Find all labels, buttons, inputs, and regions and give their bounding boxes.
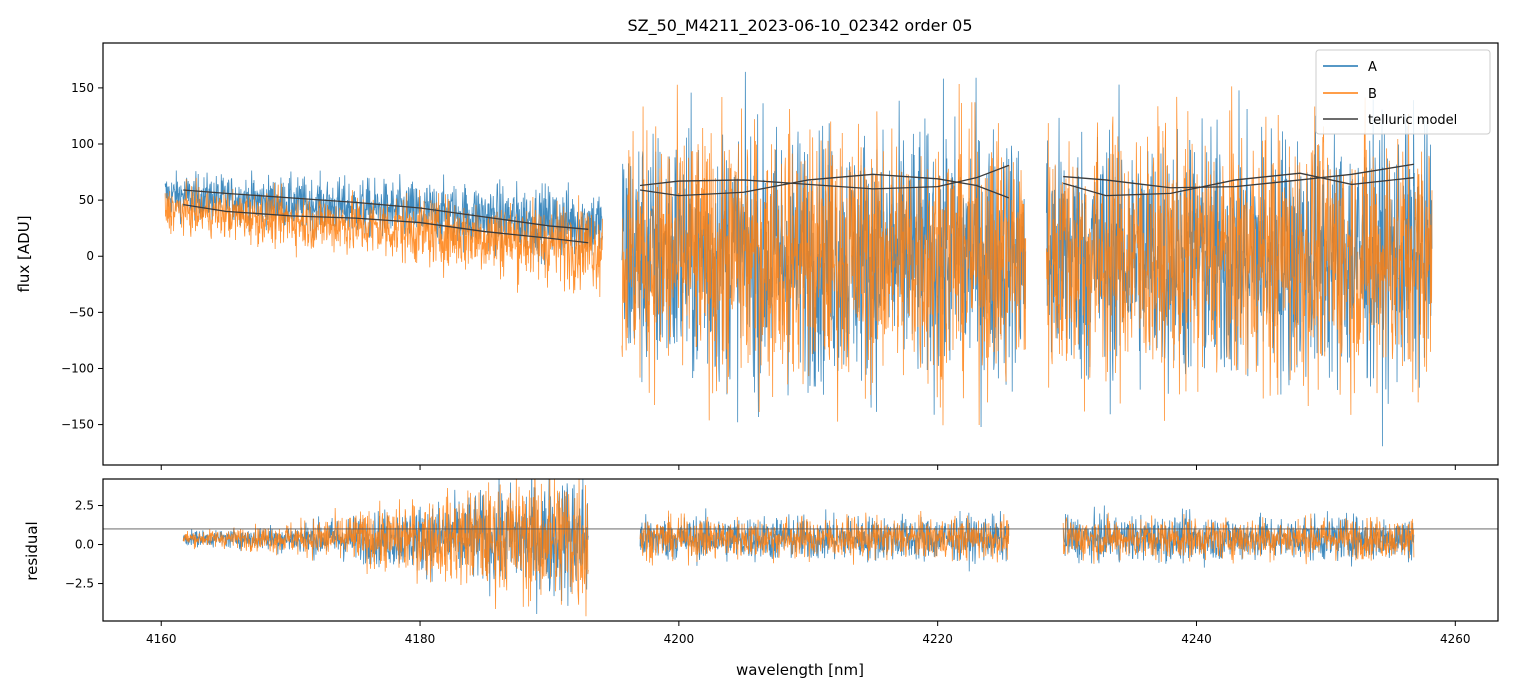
legend-label-telluric: telluric model	[1368, 113, 1457, 128]
telluric-model-curve-4	[1063, 163, 1414, 189]
series-b-segment-1	[621, 84, 1027, 426]
bottom-ytick-label: 0.0	[75, 538, 94, 552]
top-ytick-label: −100	[61, 361, 94, 375]
telluric-model-curve-2	[639, 164, 1010, 190]
bottom-xlabel: wavelength [nm]	[736, 661, 864, 679]
telluric-model-curve-5	[1063, 172, 1414, 197]
top-ytick-label: 50	[79, 193, 94, 207]
top-axes-frame	[102, 42, 1499, 466]
telluric-model-curve-0	[183, 189, 589, 230]
legend-label-b: B	[1368, 87, 1377, 102]
bottom-ticks: −2.5 0.0 2.5 4160 4180 4200 4220 4240 4260	[65, 499, 1471, 646]
top-ytick-label: −150	[61, 418, 94, 432]
bottom-axes-frame	[102, 478, 1499, 622]
legend-frame	[1315, 49, 1491, 135]
bottom-ytick-label: −2.5	[65, 577, 94, 591]
legend: A B telluric model	[1315, 49, 1491, 135]
series-b-segment-0	[164, 177, 603, 297]
top-ytick-label: 100	[71, 137, 94, 151]
top-ytick-label: 150	[71, 81, 94, 95]
top-ytick-label: 0	[86, 249, 94, 263]
residual-b-segment-0	[182, 479, 589, 617]
residual-b-segment-1	[639, 510, 1010, 566]
chart-title: SZ_50_M4211_2023-06-10_02342 order 05	[627, 16, 972, 36]
top-ylabel: flux [ADU]	[15, 215, 33, 292]
telluric-model-curve-1	[183, 203, 589, 244]
top-ytick-label: −50	[69, 305, 94, 319]
bottom-xtick-label: 4180	[405, 632, 436, 646]
bottom-xtick-label: 4220	[922, 632, 953, 646]
bottom-ylabel: residual	[23, 521, 41, 580]
bottom-xtick-label: 4200	[664, 632, 695, 646]
bottom-ytick-label: 2.5	[75, 499, 94, 513]
top-plot-area	[164, 71, 1433, 447]
bottom-xtick-label: 4160	[146, 632, 177, 646]
series-a-segment-0	[164, 170, 603, 265]
bottom-plot-area	[103, 479, 1498, 617]
series-b-segment-2	[1045, 86, 1433, 421]
residual-b-segment-2	[1062, 512, 1415, 565]
bottom-xtick-label: 4240	[1181, 632, 1212, 646]
top-ticks: −150 −100 −50 0 50 100 150	[61, 81, 1456, 470]
legend-label-a: A	[1368, 60, 1377, 75]
bottom-xtick-label: 4260	[1440, 632, 1471, 646]
telluric-model-curve-3	[639, 173, 1010, 199]
